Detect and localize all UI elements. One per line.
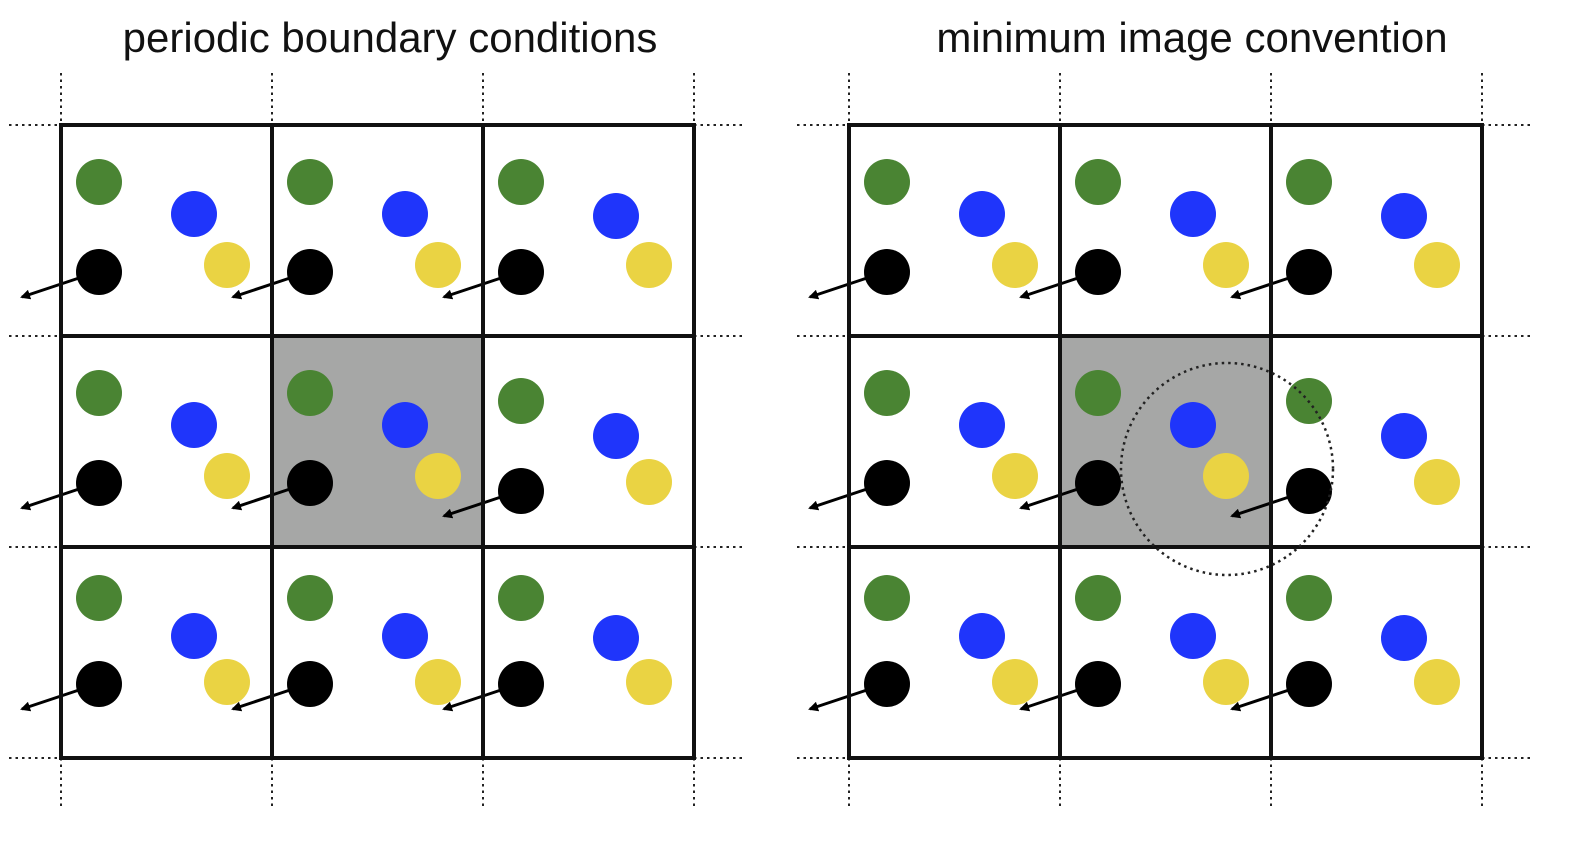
blue-particle <box>171 613 217 659</box>
velocity-arrow <box>20 688 80 712</box>
green-particle <box>1075 575 1121 621</box>
green-particle <box>498 159 544 205</box>
green-particle <box>1286 575 1332 621</box>
velocity-arrow <box>1019 276 1079 300</box>
black-particle <box>287 661 333 707</box>
velocity-arrow <box>808 276 868 300</box>
green-particle <box>1286 159 1332 205</box>
blue-particle <box>1381 193 1427 239</box>
green-particle <box>864 370 910 416</box>
black-particle <box>287 460 333 506</box>
velocity-arrow <box>1230 495 1290 519</box>
velocity-arrow <box>1019 487 1079 511</box>
velocity-arrow <box>808 487 868 511</box>
panel-periodic-boundary-conditions <box>9 73 746 808</box>
green-particle <box>1075 159 1121 205</box>
black-particle <box>864 249 910 295</box>
yellow-particle <box>626 659 672 705</box>
blue-particle <box>593 413 639 459</box>
green-particle <box>76 159 122 205</box>
black-particle <box>498 468 544 514</box>
velocity-arrow <box>442 495 502 519</box>
velocity-arrow <box>442 688 502 712</box>
yellow-particle <box>1203 242 1249 288</box>
blue-particle <box>1170 613 1216 659</box>
yellow-particle <box>204 659 250 705</box>
yellow-particle <box>204 242 250 288</box>
black-particle <box>1286 661 1332 707</box>
blue-particle <box>171 402 217 448</box>
black-particle <box>864 661 910 707</box>
yellow-particle <box>1203 453 1249 499</box>
velocity-arrow <box>808 688 868 712</box>
velocity-arrow <box>442 276 502 300</box>
velocity-arrow <box>1019 688 1079 712</box>
yellow-particle <box>415 242 461 288</box>
black-particle <box>76 460 122 506</box>
blue-particle <box>593 615 639 661</box>
blue-particle <box>593 193 639 239</box>
black-particle <box>1286 249 1332 295</box>
black-particle <box>1075 661 1121 707</box>
green-particle <box>287 370 333 416</box>
black-particle <box>1075 460 1121 506</box>
panel-title-minimum-image-convention: minimum image convention <box>936 14 1448 61</box>
black-particle <box>1286 468 1332 514</box>
black-particle <box>76 661 122 707</box>
yellow-particle <box>992 453 1038 499</box>
blue-particle <box>1381 615 1427 661</box>
velocity-arrow <box>1230 688 1290 712</box>
blue-particle <box>1381 413 1427 459</box>
cutoff-radius-circle <box>1119 361 1335 577</box>
black-particle <box>864 460 910 506</box>
black-particle <box>498 249 544 295</box>
green-particle <box>864 575 910 621</box>
green-particle <box>498 575 544 621</box>
panel-title-periodic-boundary-conditions: periodic boundary conditions <box>122 14 658 61</box>
black-particle <box>76 249 122 295</box>
panel-minimum-image-convention <box>797 73 1534 808</box>
green-particle <box>864 159 910 205</box>
yellow-particle <box>415 453 461 499</box>
yellow-particle <box>204 453 250 499</box>
green-particle <box>76 370 122 416</box>
green-particle <box>76 575 122 621</box>
blue-particle <box>171 191 217 237</box>
green-particle <box>287 575 333 621</box>
blue-particle <box>959 613 1005 659</box>
velocity-arrow <box>1230 276 1290 300</box>
yellow-particle <box>626 242 672 288</box>
green-particle <box>498 378 544 424</box>
velocity-arrow <box>231 276 291 300</box>
yellow-particle <box>992 659 1038 705</box>
black-particle <box>287 249 333 295</box>
yellow-particle <box>1414 242 1460 288</box>
yellow-particle <box>992 242 1038 288</box>
black-particle <box>498 661 544 707</box>
yellow-particle <box>1414 459 1460 505</box>
blue-particle <box>959 402 1005 448</box>
velocity-arrow <box>20 276 80 300</box>
yellow-particle <box>1203 659 1249 705</box>
yellow-particle <box>1414 659 1460 705</box>
velocity-arrow <box>231 688 291 712</box>
primary-cell-highlight <box>1060 336 1271 547</box>
velocity-arrow <box>231 487 291 511</box>
primary-cell-highlight <box>272 336 483 547</box>
blue-particle <box>959 191 1005 237</box>
velocity-arrow <box>20 487 80 511</box>
black-particle <box>1075 249 1121 295</box>
yellow-particle <box>415 659 461 705</box>
blue-particle <box>1170 402 1216 448</box>
blue-particle <box>382 191 428 237</box>
blue-particle <box>382 402 428 448</box>
green-particle <box>287 159 333 205</box>
yellow-particle <box>626 459 672 505</box>
blue-particle <box>382 613 428 659</box>
green-particle <box>1075 370 1121 416</box>
blue-particle <box>1170 191 1216 237</box>
